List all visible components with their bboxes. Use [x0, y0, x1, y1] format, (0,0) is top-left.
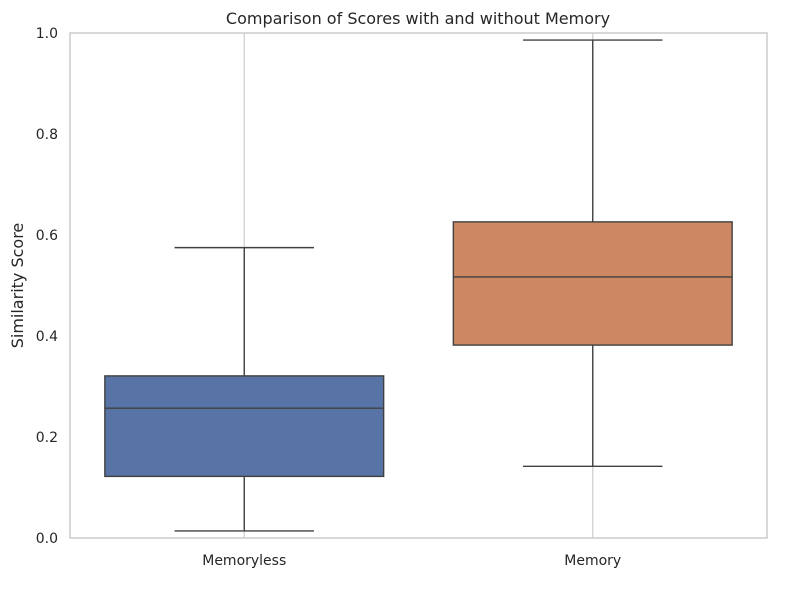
boxes	[104, 39, 733, 532]
tick-labels: 0.0 0.2 0.4 0.6 0.8 1.0 Memoryless Memory	[36, 26, 621, 569]
iqr-box	[104, 375, 385, 478]
y-tick-label: 0.6	[36, 228, 58, 244]
plot-frame	[69, 32, 768, 539]
box-group	[452, 39, 733, 467]
y-tick-label: 1.0	[36, 26, 58, 42]
y-tick-label: 0.4	[36, 329, 58, 345]
y-tick-label: 0.0	[36, 531, 58, 547]
y-tick-label: 0.8	[36, 127, 58, 143]
x-tick-label: Memoryless	[202, 553, 286, 569]
iqr-box	[452, 221, 733, 346]
y-axis-title: Similarity Score	[8, 223, 27, 349]
y-tick-label: 0.2	[36, 430, 58, 446]
box-group	[104, 246, 385, 532]
x-tick-label: Memory	[564, 553, 621, 569]
chart-title: Comparison of Scores with and without Me…	[226, 9, 610, 28]
